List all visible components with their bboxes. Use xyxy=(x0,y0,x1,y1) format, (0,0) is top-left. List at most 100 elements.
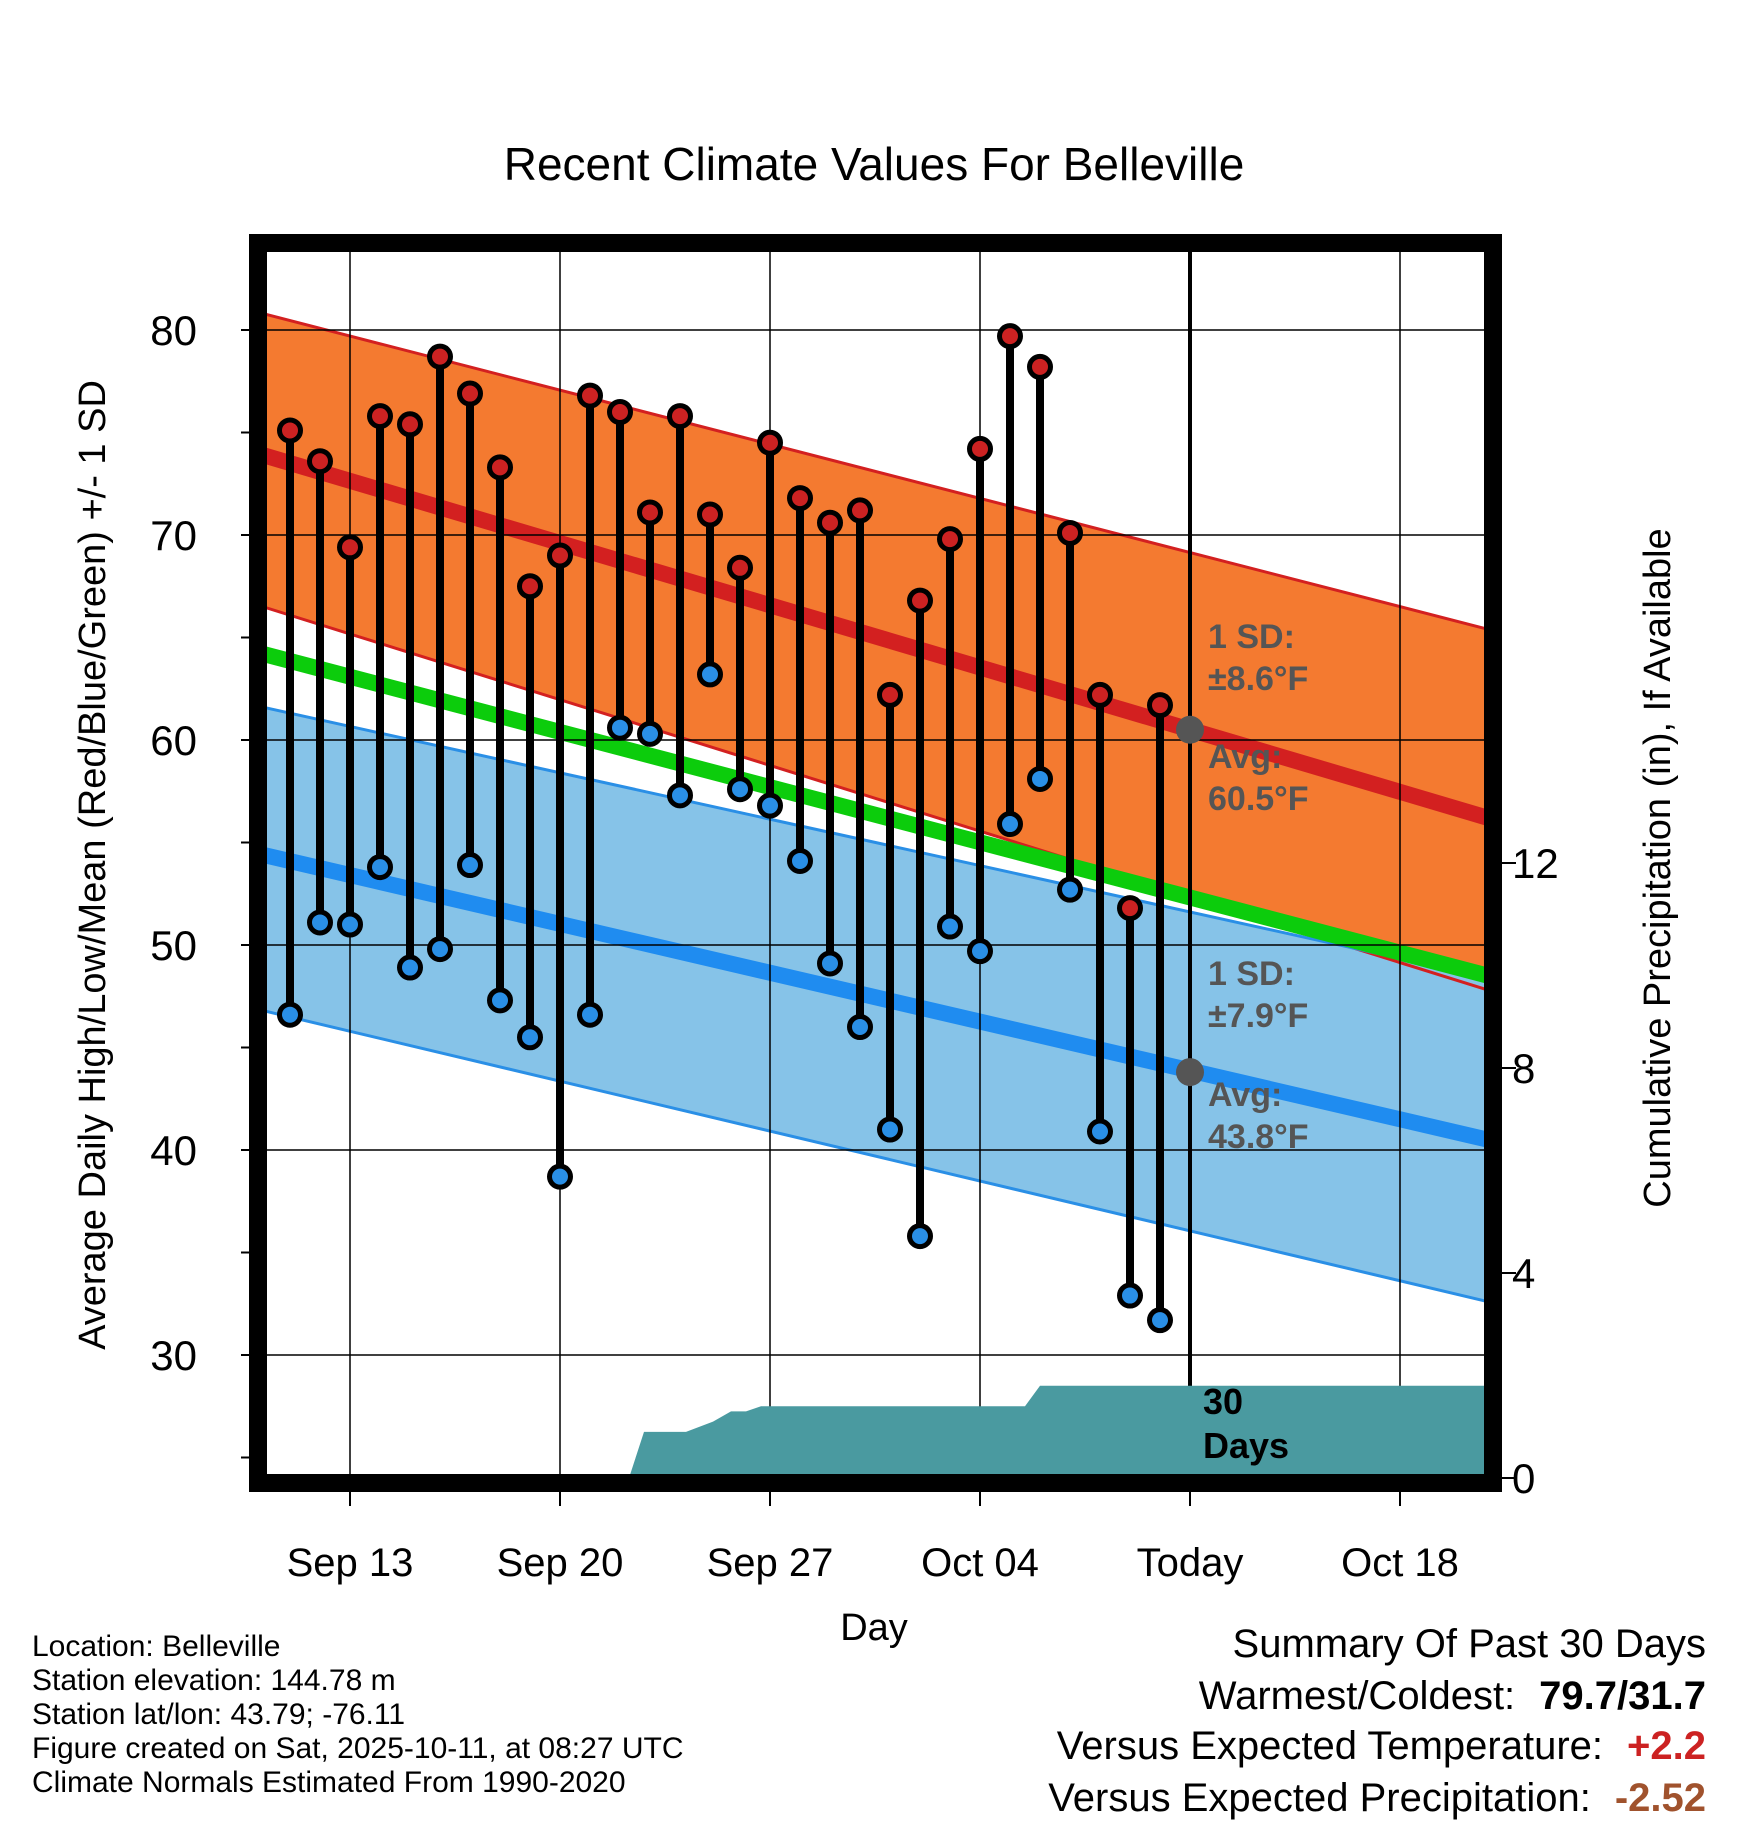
high-point xyxy=(337,534,363,561)
high-sd-label: 1 SD: xyxy=(1208,618,1295,656)
high-avg-label: Avg: xyxy=(1208,738,1282,776)
low-point xyxy=(637,720,663,747)
window-count: 30 xyxy=(1203,1381,1243,1422)
low-sd-value: ±7.9°F xyxy=(1208,997,1308,1035)
low-point xyxy=(997,811,1023,838)
warm-cold-value: 79.7/31.7 xyxy=(1539,1674,1706,1718)
low-avg-label: Avg: xyxy=(1208,1076,1282,1114)
low-avg-value: 43.8°F xyxy=(1208,1118,1309,1156)
y2-tick-label: 0 xyxy=(1512,1455,1535,1502)
low-point xyxy=(577,1001,603,1028)
low-sd-lower-edge xyxy=(262,1009,1489,1304)
warm-cold-label: Warmest/Coldest: xyxy=(1198,1674,1516,1718)
low-point xyxy=(1117,1282,1143,1309)
x-tick-label: Sep 27 xyxy=(707,1541,834,1585)
info-created: Figure created on Sat, 2025-10-11, at 08… xyxy=(32,1732,684,1765)
low-point xyxy=(337,911,363,938)
y-tick-label: 80 xyxy=(150,307,197,354)
summary-title: Summary Of Past 30 Days xyxy=(1232,1622,1706,1666)
low-point xyxy=(457,852,483,879)
low-point xyxy=(967,938,993,965)
low-point xyxy=(1027,765,1053,792)
high-point xyxy=(607,399,633,425)
high-point xyxy=(1057,519,1083,546)
precip-vs-value: -2.52 xyxy=(1614,1776,1706,1820)
low-point xyxy=(277,1001,303,1028)
y2-axis-label: Cumulative Precipitation (in), If Availa… xyxy=(1637,528,1679,1207)
low-point xyxy=(307,909,333,936)
x-tick-label: Sep 13 xyxy=(287,1541,414,1585)
window-unit: Days xyxy=(1203,1425,1289,1466)
axes: 30 40 50 60 70 80 0 4 8 12 Sep 13 Sep 20 Sep 27 Oct 0… xyxy=(150,234,1559,1585)
y-tick-label: 30 xyxy=(150,1332,197,1379)
low-point xyxy=(397,954,423,981)
x-tick-label: Sep 20 xyxy=(497,1541,624,1585)
low-point xyxy=(817,950,843,977)
y2-tick-label: 8 xyxy=(1512,1045,1535,1092)
low-point xyxy=(1147,1307,1173,1334)
low-point xyxy=(937,913,963,940)
daily-markers xyxy=(277,323,1173,1334)
low-point xyxy=(907,1223,933,1250)
high-point xyxy=(367,403,393,430)
high-point xyxy=(727,554,753,581)
low-mean-line xyxy=(261,847,1490,1148)
low-point xyxy=(877,1116,903,1143)
high-point xyxy=(457,380,483,407)
high-point xyxy=(757,429,783,456)
high-point xyxy=(427,343,453,370)
summary-precip: Versus Expected Precipitation: -2.52 xyxy=(1048,1776,1706,1821)
high-point xyxy=(697,501,723,528)
y-tick-label: 60 xyxy=(150,717,197,764)
high-point xyxy=(277,417,303,444)
y-tick-label: 70 xyxy=(150,512,197,559)
today-high-avg-dot xyxy=(1176,715,1204,744)
y-axis-label: Average Daily High/Low/Mean (Red/Blue/Gr… xyxy=(72,380,114,1350)
station-info: Location: Belleville Station elevation: … xyxy=(32,1630,684,1800)
annotations: 1 SD: ±8.6°F Avg: 60.5°F 1 SD: ±7.9°F Avg: 43.8… xyxy=(1176,618,1309,1466)
high-point xyxy=(487,454,513,481)
high-point xyxy=(937,526,963,553)
today-low-avg-dot xyxy=(1176,1058,1204,1087)
high-point xyxy=(667,403,693,430)
high-point xyxy=(637,499,663,526)
y-tick-label: 40 xyxy=(150,1127,197,1174)
temp-vs-label: Versus Expected Temperature: xyxy=(1056,1724,1604,1768)
high-point xyxy=(967,435,993,462)
high-sd-upper-edge xyxy=(262,312,1489,631)
x-tick-label: Oct 18 xyxy=(1341,1541,1459,1585)
precipitation-area xyxy=(263,1385,1488,1478)
low-point xyxy=(727,776,753,803)
high-point xyxy=(1117,895,1143,922)
low-point xyxy=(517,1024,543,1051)
info-elevation: Station elevation: 144.78 m xyxy=(32,1664,396,1697)
high-point xyxy=(787,485,813,512)
high-point xyxy=(547,542,573,569)
low-point xyxy=(847,1014,873,1040)
low-sd-label: 1 SD: xyxy=(1208,955,1295,993)
high-point xyxy=(397,411,423,438)
low-point xyxy=(367,854,393,881)
high-sd-value: ±8.6°F xyxy=(1208,660,1308,698)
high-point xyxy=(1027,353,1053,380)
high-point xyxy=(877,681,903,708)
high-sd-band xyxy=(263,313,1488,991)
high-point xyxy=(997,323,1023,350)
temp-vs-value: +2.2 xyxy=(1627,1724,1706,1768)
low-point xyxy=(667,782,693,809)
high-point xyxy=(577,382,603,409)
summary-temp: Versus Expected Temperature: +2.2 xyxy=(1057,1724,1706,1769)
precip-vs-label: Versus Expected Precipitation: xyxy=(1048,1776,1591,1820)
x-tick-label: Today xyxy=(1137,1541,1244,1585)
daily-range-stems xyxy=(286,336,1164,1321)
high-point xyxy=(307,448,333,475)
high-point xyxy=(847,497,873,524)
high-point xyxy=(907,587,933,614)
x-axis-label: Day xyxy=(840,1607,908,1649)
y2-tick-label: 4 xyxy=(1512,1250,1535,1297)
plot-frame xyxy=(249,234,1502,1492)
low-point xyxy=(1057,876,1083,903)
summary-warm-cold: Warmest/Coldest: 79.7/31.7 xyxy=(1199,1674,1706,1719)
high-point xyxy=(1147,692,1173,719)
